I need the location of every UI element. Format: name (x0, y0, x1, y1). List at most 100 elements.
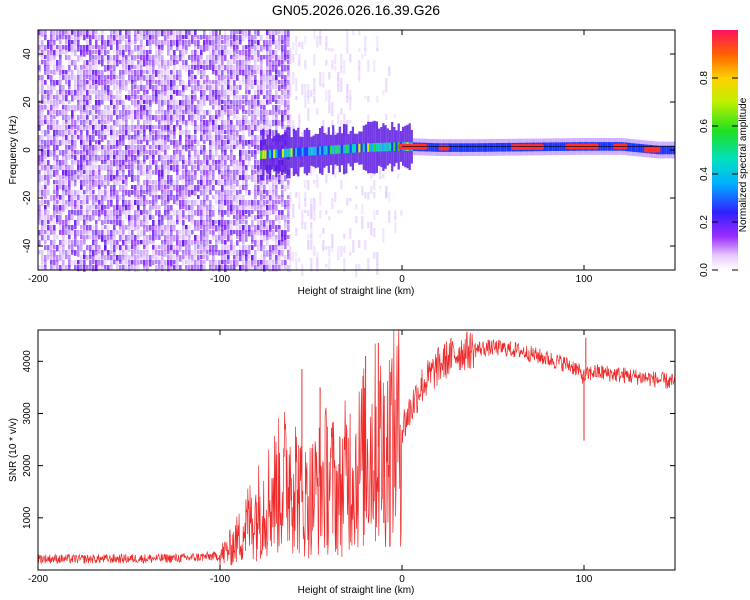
noise-cell (260, 75, 263, 80)
noise-cell (101, 30, 104, 35)
noise-streak (382, 90, 385, 96)
noise-cell (134, 55, 137, 61)
noise-cell (206, 220, 209, 227)
noise-cell (107, 40, 110, 47)
noise-cell (221, 130, 224, 135)
noise-cell (119, 225, 122, 230)
noise-cell (236, 55, 239, 60)
noise-cell (53, 185, 56, 191)
noise-cell (269, 195, 272, 201)
noise-cell (242, 205, 245, 211)
noise-cell (95, 115, 98, 120)
carrier-core (480, 143, 483, 152)
noise-cell (263, 85, 266, 91)
noise-cell (110, 90, 113, 97)
noise-cell (113, 30, 116, 35)
noise-cell (287, 255, 290, 260)
noise-streak (289, 72, 292, 85)
noise-cell (221, 215, 224, 221)
noise-cell (116, 160, 119, 167)
noise-cell (83, 175, 86, 182)
carrier-core (284, 148, 287, 158)
noise-cell (218, 265, 221, 272)
noise-streak (334, 174, 337, 178)
y-tick-label: 20 (22, 96, 33, 108)
noise-cell (209, 100, 212, 106)
noise-cell (167, 265, 170, 272)
noise-cell (41, 190, 44, 197)
noise-cell (200, 70, 203, 75)
noise-cell (191, 145, 194, 151)
noise-cell (53, 160, 56, 166)
noise-cell (71, 215, 74, 221)
noise-cell (248, 225, 251, 232)
noise-cell (116, 105, 119, 112)
noise-cell (245, 185, 248, 191)
noise-cell (167, 35, 170, 40)
noise-cell (44, 205, 47, 210)
noise-cell (227, 95, 230, 102)
noise-cell (209, 250, 212, 256)
noise-cell (56, 90, 59, 96)
carrier-core (308, 147, 311, 156)
noise-cell (119, 95, 122, 102)
noise-cell (107, 220, 110, 225)
noise-streak (304, 198, 307, 207)
noise-cell (200, 255, 203, 260)
noise-cell (170, 35, 173, 41)
noise-cell (86, 115, 89, 120)
noise-cell (236, 125, 239, 130)
noise-cell (164, 190, 167, 197)
noise-cell (209, 210, 212, 217)
noise-cell (188, 240, 191, 246)
noise-cell (164, 205, 167, 212)
noise-cell (242, 110, 245, 115)
noise-cell (188, 180, 191, 186)
noise-cell (227, 265, 230, 270)
noise-cell (242, 195, 245, 201)
noise-cell (125, 125, 128, 131)
noise-cell (59, 100, 62, 105)
noise-cell (179, 80, 182, 87)
noise-cell (254, 115, 257, 121)
noise-cell (263, 90, 266, 95)
noise-cell (83, 120, 86, 127)
noise-cell (218, 215, 221, 221)
noise-cell (203, 70, 206, 77)
noise-cell (38, 160, 41, 166)
spectrogram-x-ticks: -200 -100 0 100 (28, 30, 593, 285)
noise-cell (80, 120, 83, 126)
noise-cell (260, 100, 263, 106)
noise-cell (164, 75, 167, 81)
noise-cell (200, 230, 203, 236)
noise-cell (236, 165, 239, 172)
noise-streak (349, 96, 352, 101)
noise-cell (161, 60, 164, 67)
noise-cell (107, 95, 110, 101)
carrier-core (489, 143, 492, 152)
noise-cell (110, 35, 113, 40)
noise-cell (233, 100, 236, 107)
noise-cell (221, 225, 224, 232)
noise-cell (263, 125, 266, 130)
noise-cell (86, 35, 89, 40)
noise-cell (176, 220, 179, 225)
noise-cell (71, 30, 74, 35)
noise-cell (62, 35, 65, 40)
noise-cell (77, 45, 80, 52)
noise-cell (245, 190, 248, 196)
noise-cell (242, 265, 245, 271)
noise-cell (137, 145, 140, 151)
noise-cell (128, 125, 131, 131)
noise-cell (143, 185, 146, 190)
noise-cell (209, 175, 212, 182)
noise-cell (149, 55, 152, 62)
noise-cell (59, 30, 62, 36)
noise-cell (86, 140, 89, 146)
noise-cell (176, 110, 179, 117)
noise-cell (83, 35, 86, 41)
noise-cell (284, 30, 287, 37)
noise-cell (104, 260, 107, 267)
noise-cell (155, 55, 158, 60)
noise-cell (176, 260, 179, 267)
